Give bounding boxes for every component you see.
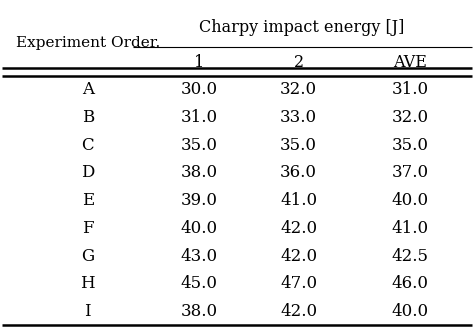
Text: E: E xyxy=(82,192,94,209)
Text: D: D xyxy=(81,164,94,181)
Text: 35.0: 35.0 xyxy=(392,137,428,154)
Text: 43.0: 43.0 xyxy=(181,247,218,265)
Text: 1: 1 xyxy=(194,54,204,71)
Text: 36.0: 36.0 xyxy=(280,164,317,181)
Text: 45.0: 45.0 xyxy=(181,275,218,292)
Text: Experiment Order.: Experiment Order. xyxy=(16,36,160,50)
Text: C: C xyxy=(82,137,94,154)
Text: H: H xyxy=(81,275,95,292)
Text: Charpy impact energy [J]: Charpy impact energy [J] xyxy=(200,19,405,36)
Text: 32.0: 32.0 xyxy=(392,109,428,126)
Text: 37.0: 37.0 xyxy=(392,164,428,181)
Text: 40.0: 40.0 xyxy=(181,220,218,237)
Text: 41.0: 41.0 xyxy=(280,192,317,209)
Text: AVE: AVE xyxy=(393,54,427,71)
Text: I: I xyxy=(84,303,91,320)
Text: 42.0: 42.0 xyxy=(280,303,317,320)
Text: 42.0: 42.0 xyxy=(280,220,317,237)
Text: 40.0: 40.0 xyxy=(392,192,428,209)
Text: 35.0: 35.0 xyxy=(181,137,218,154)
Text: 39.0: 39.0 xyxy=(181,192,218,209)
Text: 42.5: 42.5 xyxy=(392,247,428,265)
Text: 33.0: 33.0 xyxy=(280,109,317,126)
Text: 30.0: 30.0 xyxy=(181,81,218,98)
Text: G: G xyxy=(81,247,94,265)
Text: 42.0: 42.0 xyxy=(280,247,317,265)
Text: 46.0: 46.0 xyxy=(392,275,428,292)
Text: 41.0: 41.0 xyxy=(392,220,428,237)
Text: 2: 2 xyxy=(293,54,304,71)
Text: A: A xyxy=(82,81,94,98)
Text: 38.0: 38.0 xyxy=(181,164,218,181)
Text: 35.0: 35.0 xyxy=(280,137,317,154)
Text: 40.0: 40.0 xyxy=(392,303,428,320)
Text: 38.0: 38.0 xyxy=(181,303,218,320)
Text: 31.0: 31.0 xyxy=(392,81,428,98)
Text: 47.0: 47.0 xyxy=(280,275,317,292)
Text: F: F xyxy=(82,220,93,237)
Text: B: B xyxy=(82,109,94,126)
Text: 32.0: 32.0 xyxy=(280,81,317,98)
Text: 31.0: 31.0 xyxy=(181,109,218,126)
